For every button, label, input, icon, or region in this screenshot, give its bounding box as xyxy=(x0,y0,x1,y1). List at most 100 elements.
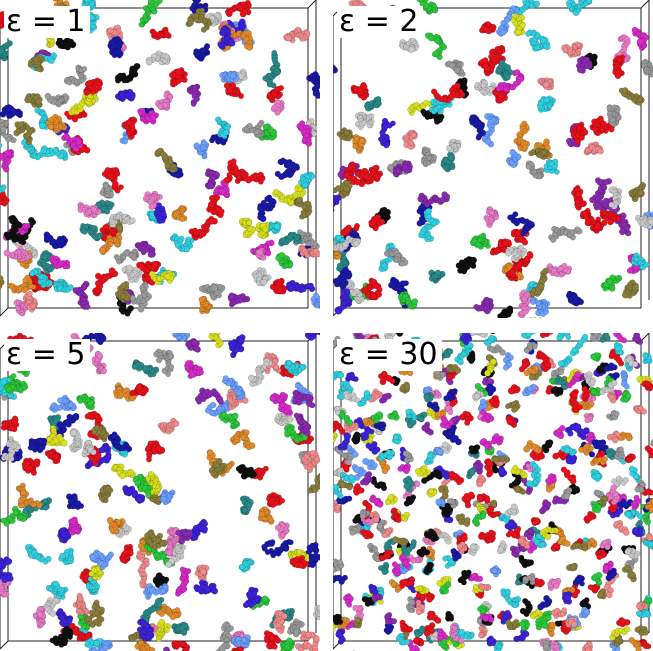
particle-cluster xyxy=(283,26,311,44)
particle-clusters xyxy=(333,0,653,318)
particle xyxy=(164,31,171,38)
particle xyxy=(129,92,136,100)
particle xyxy=(603,179,610,185)
particle xyxy=(278,85,284,91)
particle xyxy=(631,284,639,291)
particle xyxy=(480,82,487,89)
particle-cluster xyxy=(286,279,316,294)
particle-cluster xyxy=(204,168,221,190)
particle xyxy=(307,282,314,289)
particle xyxy=(98,247,106,254)
particle xyxy=(273,188,280,195)
particle-cluster xyxy=(350,81,370,101)
particle xyxy=(104,208,111,215)
particle-cluster xyxy=(13,121,36,146)
particle xyxy=(207,201,215,208)
particle xyxy=(108,267,116,275)
particle xyxy=(185,236,191,243)
particle xyxy=(126,264,133,272)
particle-cluster xyxy=(257,194,277,223)
particle-cluster xyxy=(621,279,640,299)
particle xyxy=(502,240,509,247)
particle-cluster xyxy=(83,77,104,96)
particle xyxy=(575,191,582,198)
particle xyxy=(447,154,455,161)
particle-cluster xyxy=(565,290,585,307)
panel-eps-1: ε = 1 xyxy=(0,0,320,318)
particle xyxy=(219,188,226,195)
particle-snapshot-eps-1 xyxy=(0,0,320,317)
particle-cluster xyxy=(198,283,226,301)
box-edge xyxy=(307,0,317,9)
particle-cluster xyxy=(114,89,136,102)
particle xyxy=(115,77,121,84)
particle xyxy=(256,249,264,257)
particle xyxy=(597,148,604,155)
particle xyxy=(102,182,109,189)
particle xyxy=(178,216,185,222)
particle xyxy=(230,158,237,165)
particle xyxy=(40,147,47,155)
particle xyxy=(0,126,7,133)
particle xyxy=(116,48,123,55)
particle xyxy=(223,82,231,89)
particle-cluster xyxy=(212,179,231,199)
particle xyxy=(0,153,4,159)
particle xyxy=(38,122,46,129)
particle xyxy=(187,19,194,27)
particle-cluster xyxy=(113,248,140,265)
particle-cluster xyxy=(241,119,265,138)
particle-cluster xyxy=(188,215,218,241)
particle xyxy=(543,96,551,104)
particle-cluster xyxy=(251,267,272,287)
particle-cluster xyxy=(510,13,526,37)
particle xyxy=(47,123,55,131)
particle xyxy=(198,296,205,303)
particle-cluster xyxy=(99,181,114,199)
particle-clusters xyxy=(0,0,320,317)
particle xyxy=(0,142,3,149)
particle-cluster xyxy=(440,151,456,173)
particle-cluster xyxy=(155,90,174,111)
particle xyxy=(273,223,281,230)
particle xyxy=(148,251,156,258)
particle xyxy=(122,138,129,145)
particle-cluster xyxy=(0,274,5,289)
box-edge xyxy=(0,307,9,317)
simulation-box xyxy=(0,0,317,317)
particle xyxy=(257,213,264,221)
particle xyxy=(148,203,155,211)
particle-cluster xyxy=(171,204,188,222)
particle xyxy=(6,112,13,119)
particle xyxy=(572,297,580,305)
particle xyxy=(299,120,306,127)
particle-cluster xyxy=(583,141,604,156)
particle xyxy=(378,218,386,226)
particle xyxy=(175,68,182,75)
particle-cluster xyxy=(21,137,45,161)
particle-cluster xyxy=(193,139,210,160)
particle xyxy=(229,72,237,80)
particle xyxy=(199,47,206,54)
particle-cluster xyxy=(223,82,244,99)
particle xyxy=(260,278,268,286)
particle-cluster xyxy=(34,107,51,130)
particle xyxy=(446,145,452,152)
particle-cluster xyxy=(79,222,104,242)
particle-cluster xyxy=(13,296,35,317)
particle-cluster xyxy=(227,292,251,308)
particle xyxy=(337,171,344,178)
particle xyxy=(648,218,653,225)
particle xyxy=(515,28,522,36)
particle-cluster xyxy=(72,280,91,310)
particle xyxy=(6,231,13,238)
particle-cluster xyxy=(224,0,252,18)
particle xyxy=(199,144,207,151)
particle xyxy=(90,206,97,213)
particle-cluster xyxy=(22,290,39,313)
particle xyxy=(384,209,391,216)
particle-cluster xyxy=(154,147,178,173)
particle xyxy=(160,151,167,158)
particle xyxy=(45,232,51,239)
particle xyxy=(3,249,11,257)
